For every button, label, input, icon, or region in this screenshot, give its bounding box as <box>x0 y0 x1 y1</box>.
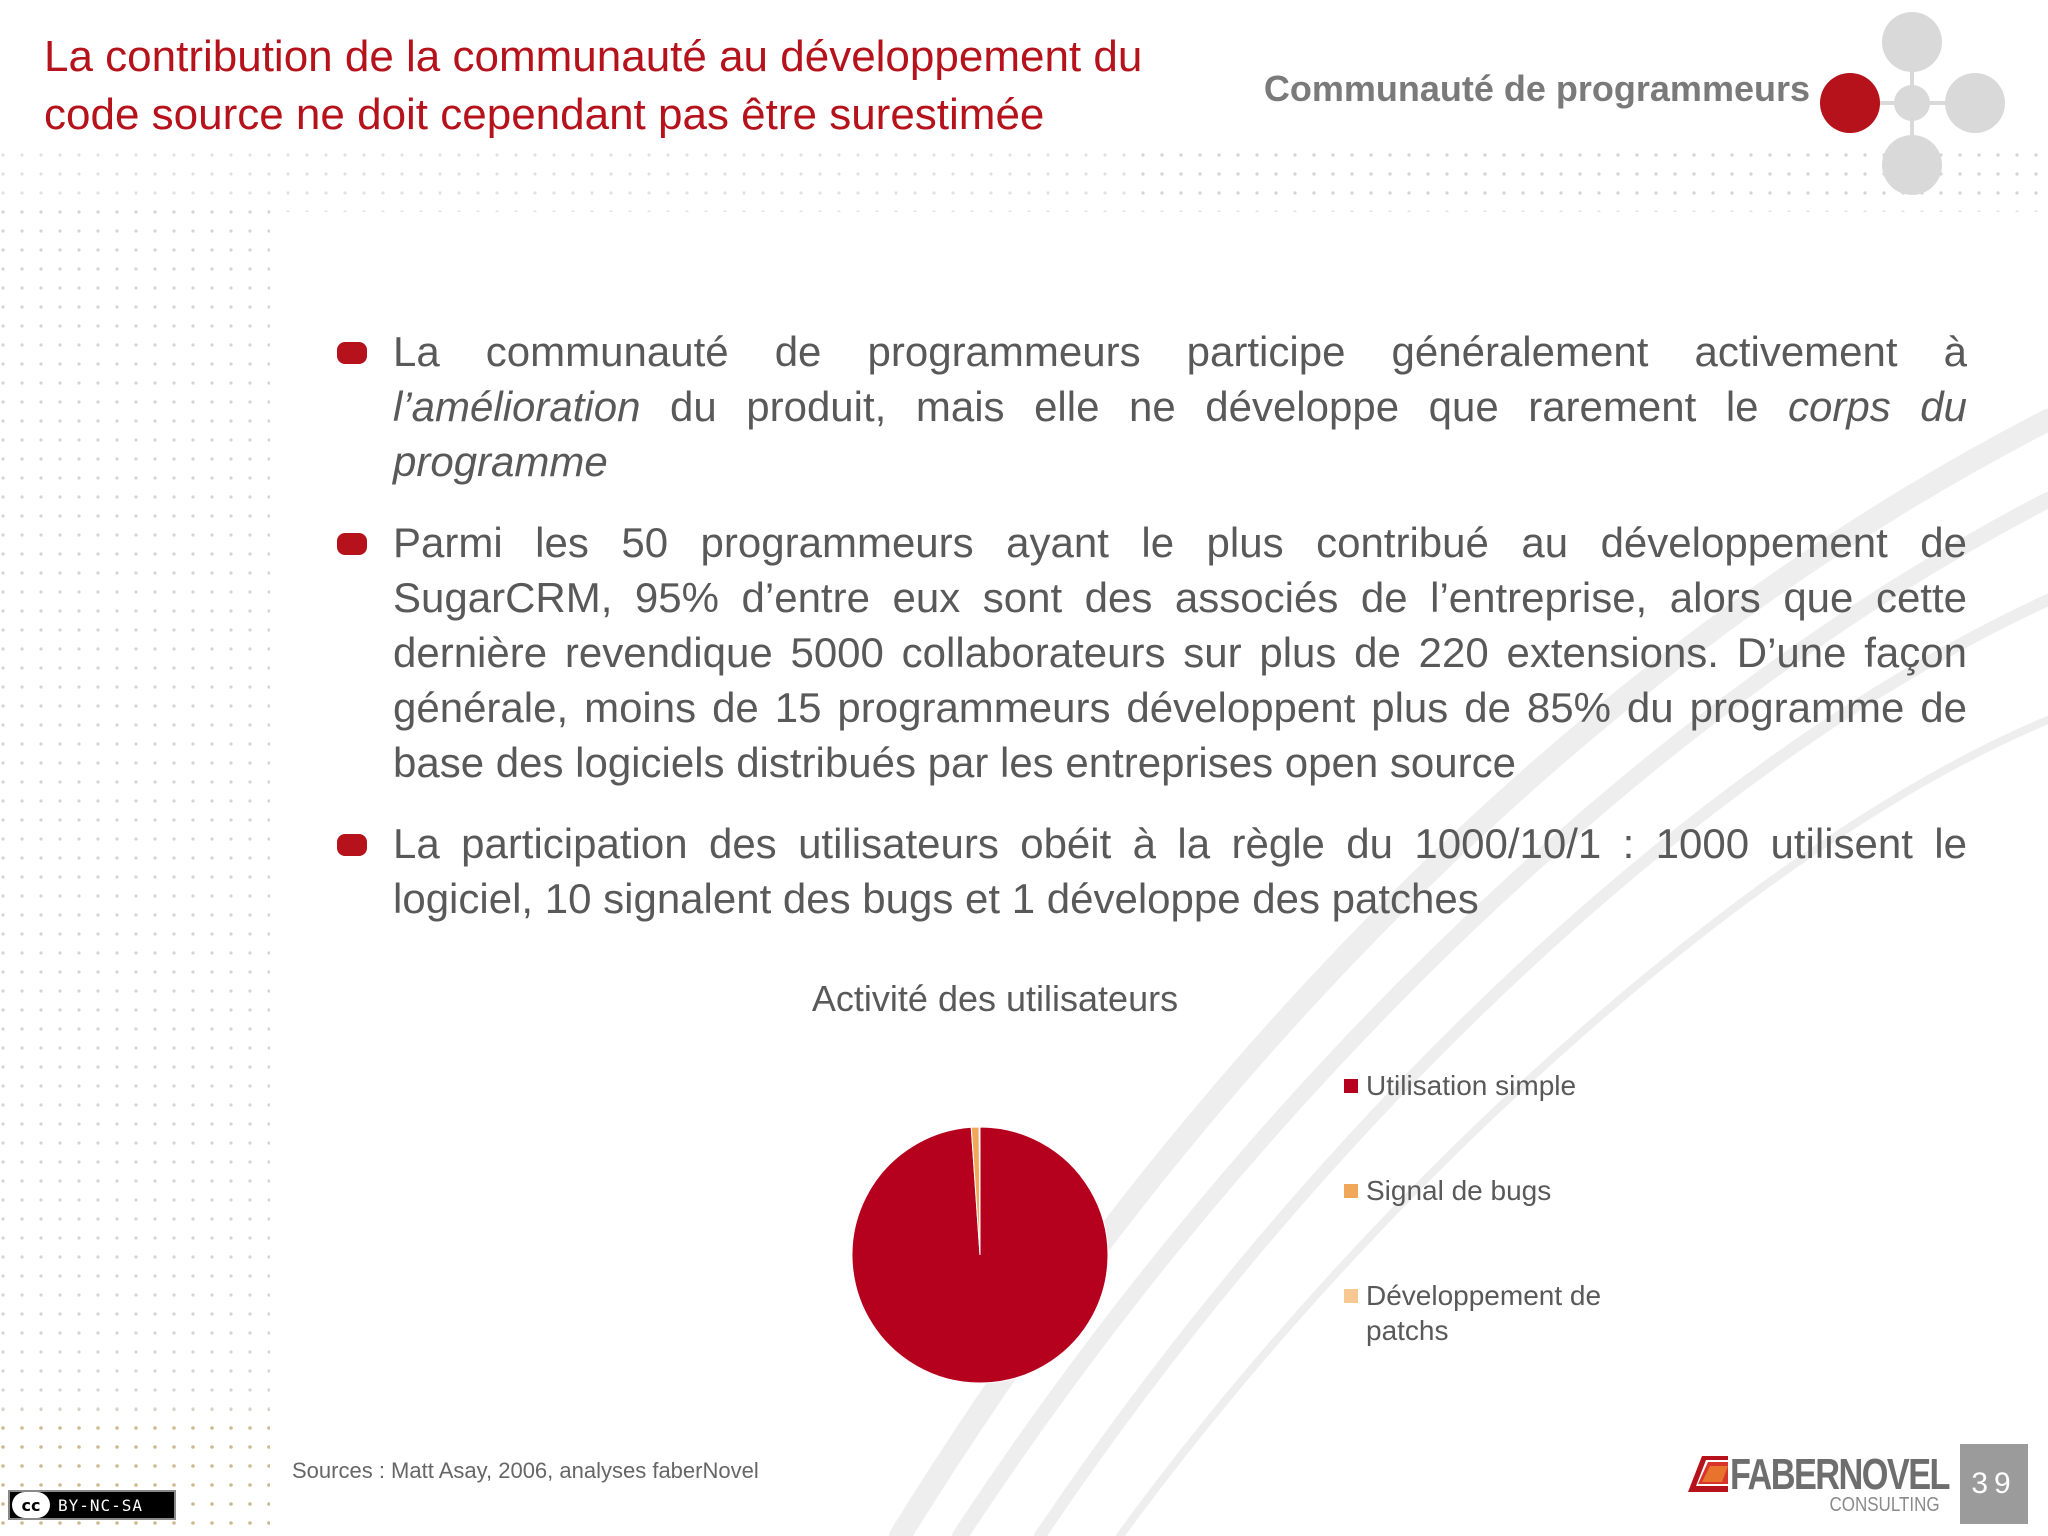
legend-label: Utilisation simple <box>1366 1070 1577 1101</box>
sources-note: Sources : Matt Asay, 2006, analyses fabe… <box>292 1458 759 1483</box>
logo-mark-icon <box>1688 1456 1728 1492</box>
legend-item: Signal de bugs <box>1344 1173 1684 1208</box>
chart-title: Activité des utilisateurs <box>811 978 1179 1019</box>
chart-legend: Utilisation simple Signal de bugs Dévelo… <box>1344 1068 1684 1348</box>
legend-label: Signal de bugs <box>1366 1175 1552 1206</box>
bullet-text-italic: corps du programme <box>393 383 1968 485</box>
bullet-item: La communauté de programmeurs participe … <box>335 324 1967 489</box>
page-number: 39 <box>1960 1444 2028 1524</box>
license-badge: cc BY-NC-SA <box>8 1490 176 1520</box>
bullet-text-part: La communauté de programmeurs participe … <box>393 328 1967 375</box>
bullet-text: La participation des utilisateurs obéit … <box>393 816 1967 926</box>
legend-swatch <box>1344 1079 1358 1093</box>
slide-title: La contribution de la communauté au déve… <box>44 32 1143 139</box>
bullet-text-part: du produit, mais elle ne développe que r… <box>640 383 1789 430</box>
logo-name: FABERNOVEL <box>1730 1450 1951 1499</box>
fabernovel-logo: FABERNOVEL CONSULTING <box>1688 1450 1951 1522</box>
bullet-list: La communauté de programmeurs participe … <box>335 324 1967 952</box>
legend-item: Développement de patchs <box>1344 1278 1684 1348</box>
pie-slice-developpement-de-patchs <box>978 1126 981 1256</box>
legend-label: Développement de patchs <box>1366 1280 1602 1346</box>
network-nodes-icon <box>1820 12 2005 195</box>
bullet-text-part: La participation des utilisateurs obéit … <box>393 820 1967 922</box>
bullet-text: Parmi les 50 programmeurs ayant le plus … <box>393 515 1967 790</box>
section-label: Communauté de programmeurs <box>1263 68 1810 109</box>
bullet-text-part: Parmi les 50 programmeurs ayant le plus … <box>393 519 1967 786</box>
bullet-marker-icon <box>337 533 367 555</box>
bullet-item: La participation des utilisateurs obéit … <box>335 816 1967 926</box>
legend-swatch <box>1344 1184 1358 1198</box>
bullet-marker-icon <box>337 342 367 364</box>
bullet-marker-icon <box>337 834 367 856</box>
legend-item: Utilisation simple <box>1344 1068 1684 1103</box>
license-text: BY-NC-SA <box>58 1495 144 1515</box>
legend-swatch <box>1344 1289 1358 1303</box>
pie-chart <box>851 1126 1109 1384</box>
bullet-text-italic: l’amélioration <box>393 383 641 430</box>
bullet-text: La communauté de programmeurs participe … <box>393 324 1967 489</box>
dotted-pattern-left <box>0 200 270 1420</box>
logo-subtitle: CONSULTING <box>1829 1494 1940 1516</box>
creative-commons-icon: cc <box>12 1492 50 1518</box>
bullet-item: Parmi les 50 programmeurs ayant le plus … <box>335 515 1967 790</box>
